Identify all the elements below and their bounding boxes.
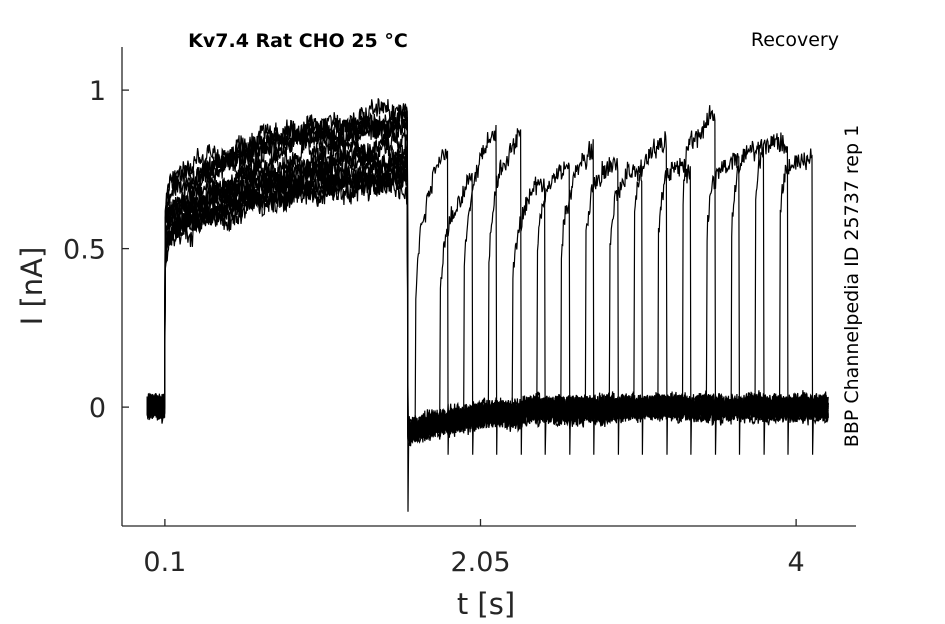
y-tick-label: 0.5: [63, 235, 106, 266]
sweep-traces: [146, 98, 829, 512]
sweep-trace: [146, 129, 829, 455]
x-tick-label: 0.1: [143, 547, 186, 578]
y-tick-label: 1: [89, 76, 106, 107]
y-axis-label: I [nA]: [15, 247, 49, 326]
protocol-label: Recovery: [751, 29, 839, 51]
y-tick-label: 0: [89, 393, 106, 424]
x-tick-label: 2.05: [450, 547, 510, 578]
side-label: BBP Channelpedia ID 25737 rep 1: [841, 125, 863, 447]
chart-title: Kv7.4 Rat CHO 25 °C: [188, 30, 408, 52]
x-tick-label: 4: [788, 547, 805, 578]
sweep-trace: [146, 148, 829, 455]
y-ticks: 00.51: [63, 76, 129, 424]
x-ticks: 0.1 2.05 4: [143, 519, 805, 578]
x-axis-label: t [s]: [457, 587, 515, 621]
